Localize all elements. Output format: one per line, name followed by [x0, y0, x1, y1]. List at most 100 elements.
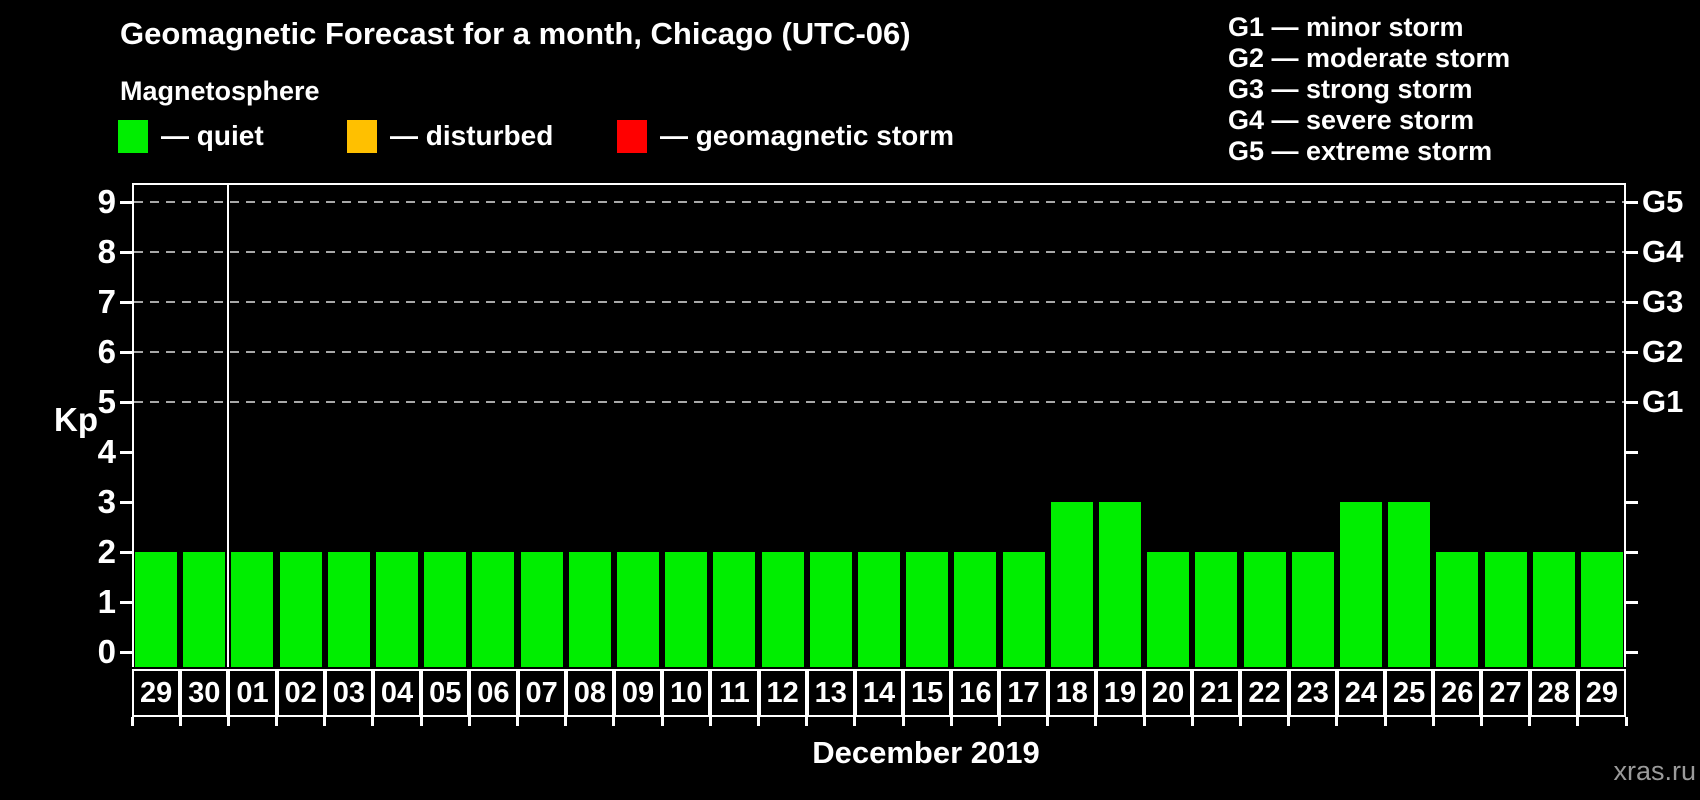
kp-bar-day-29	[1580, 552, 1623, 667]
day-label-cell: 19	[1095, 669, 1145, 717]
grid-line-kp8	[134, 251, 1624, 253]
kp-bar-day-08	[568, 552, 611, 667]
day-label-cell: 22	[1240, 669, 1289, 717]
kp-bar-day-26	[1436, 552, 1479, 667]
x-boundary-tick	[130, 717, 134, 726]
x-boundary-tick	[1528, 717, 1532, 726]
legend-label: — quiet	[161, 120, 264, 151]
kp-bar-day-03	[327, 552, 370, 667]
y-tick-mark	[120, 451, 132, 454]
kp-bar-day-25	[1388, 502, 1431, 667]
x-boundary-tick	[371, 717, 375, 726]
legend-item-disturbed: — disturbed	[347, 118, 553, 154]
day-label-cell: 25	[1385, 669, 1434, 717]
kp-bar-day-13	[809, 552, 852, 667]
day-label-cell: 17	[999, 669, 1048, 717]
x-axis-title: December 2019	[812, 735, 1040, 770]
y-tick-mark	[120, 401, 132, 404]
day-label-cell: 11	[710, 669, 759, 717]
g-axis-label-g4: G4	[1642, 234, 1684, 269]
day-label-cell: 07	[517, 669, 566, 717]
kp-bar-day-07	[520, 552, 563, 667]
x-boundary-tick	[949, 717, 953, 726]
plot-border-top	[132, 183, 1626, 185]
g-scale-legend-line: G5 — extreme storm	[1228, 136, 1493, 166]
kp-bar-day-23	[1291, 552, 1334, 667]
y-tick-mark-right	[1626, 201, 1638, 204]
kp-bar-day-22	[1243, 552, 1286, 667]
y-tick-label: 8	[97, 233, 116, 270]
g-axis-label-g2: G2	[1642, 334, 1684, 369]
g-scale-legend-line: G4 — severe storm	[1228, 105, 1475, 135]
kp-bar-day-10	[665, 552, 708, 667]
x-boundary-tick	[323, 717, 327, 726]
y-tick-mark-right	[1626, 451, 1638, 454]
y-tick-mark	[120, 551, 132, 554]
legend-label: — geomagnetic storm	[660, 120, 955, 151]
kp-bar-day-29	[135, 552, 178, 667]
x-boundary-tick	[1576, 717, 1580, 726]
day-label-cell: 12	[758, 669, 807, 717]
y-tick-label: 5	[97, 383, 116, 420]
day-label-cell: 04	[372, 669, 422, 717]
x-boundary-tick	[901, 717, 905, 726]
legend-item-quiet: — quiet	[118, 118, 264, 154]
g-axis-label-g1: G1	[1642, 384, 1684, 419]
x-boundary-tick	[1287, 717, 1291, 726]
day-label-cell: 24	[1336, 669, 1386, 717]
plot-border-right	[1624, 183, 1626, 667]
kp-bar-day-11	[713, 552, 756, 667]
day-label-cell: 16	[951, 669, 1000, 717]
y-tick-mark-right	[1626, 551, 1638, 554]
x-boundary-tick	[612, 717, 616, 726]
x-boundary-tick	[1335, 717, 1339, 726]
g-axis-label-g5: G5	[1642, 184, 1684, 219]
day-label-cell: 03	[324, 669, 373, 717]
y-tick-label: 4	[97, 433, 116, 470]
g-scale-legend-line: G2 — moderate storm	[1228, 43, 1511, 73]
kp-bar-day-15	[906, 552, 949, 667]
x-boundary-tick	[1046, 717, 1050, 726]
g-axis-label-g3: G3	[1642, 284, 1684, 319]
y-tick-mark	[120, 301, 132, 304]
x-boundary-tick	[1431, 717, 1435, 726]
plot-border-left	[132, 183, 134, 667]
y-tick-label: 1	[97, 583, 116, 620]
day-label-cell: 08	[565, 669, 614, 717]
day-label-cell: 23	[1288, 669, 1337, 717]
day-label-cell: 18	[1047, 669, 1096, 717]
kp-bar-day-06	[472, 552, 515, 667]
y-tick-mark	[120, 601, 132, 604]
y-tick-mark-right	[1626, 501, 1638, 504]
kp-bar-day-24	[1339, 502, 1382, 667]
x-boundary-tick	[708, 717, 712, 726]
x-boundary-tick	[660, 717, 664, 726]
x-boundary-tick	[1479, 717, 1483, 726]
y-tick-label: 0	[97, 633, 116, 670]
day-label-cell: 02	[276, 669, 325, 717]
plot-area	[132, 183, 1626, 667]
kp-bar-day-27	[1484, 552, 1527, 667]
day-label-cell: 10	[662, 669, 711, 717]
x-boundary-tick	[564, 717, 568, 726]
kp-bar-day-01	[231, 552, 274, 667]
quiet-swatch-icon	[118, 119, 148, 153]
y-tick-mark-right	[1626, 351, 1638, 354]
y-tick-mark	[120, 501, 132, 504]
day-label-cell: 29	[132, 669, 181, 717]
magnetosphere-subtitle: Magnetosphere	[120, 76, 320, 106]
y-tick-label: 6	[97, 333, 116, 370]
day-label-cell: 20	[1144, 669, 1193, 717]
kp-bar-day-09	[617, 552, 660, 667]
x-boundary-tick	[516, 717, 520, 726]
kp-bar-day-28	[1532, 552, 1575, 667]
kp-bar-day-21	[1195, 552, 1238, 667]
day-label-cell: 05	[421, 669, 470, 717]
day-label-cell: 21	[1192, 669, 1241, 717]
chart-title: Geomagnetic Forecast for a month, Chicag…	[120, 16, 911, 51]
grid-line-kp9	[134, 201, 1624, 203]
x-boundary-tick	[1624, 717, 1628, 726]
y-tick-mark-right	[1626, 301, 1638, 304]
x-boundary-tick	[997, 717, 1001, 726]
